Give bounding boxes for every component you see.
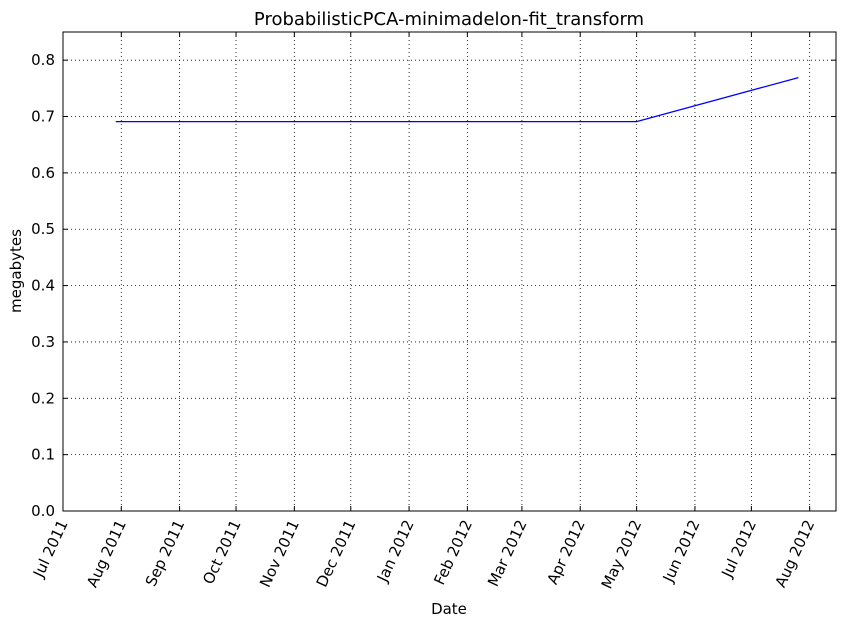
y-axis: 0.0 0.1 0.2 0.3 0.4 0.5 0.6 0.7 0.8 xyxy=(31,51,836,520)
y-tick-label: 0.1 xyxy=(31,446,55,464)
series-line xyxy=(115,76,799,123)
y-axis-label: megabytes xyxy=(7,229,25,313)
y-tick-label: 0.7 xyxy=(31,108,55,126)
y-tick-label: 0.0 xyxy=(31,502,55,520)
y-tick-label: 0.8 xyxy=(31,51,55,69)
chart-title: ProbabilisticPCA-minimadelon-fit_transfo… xyxy=(254,9,644,30)
grid-lines xyxy=(62,32,836,512)
y-tick-label: 0.6 xyxy=(31,164,55,182)
plot-frame xyxy=(62,31,837,512)
x-axis-label: Date xyxy=(431,600,467,618)
series-layer xyxy=(115,76,799,123)
y-tick-label: 0.2 xyxy=(31,389,55,407)
y-tick-label: 0.4 xyxy=(31,277,55,295)
y-tick-label: 0.5 xyxy=(31,220,55,238)
y-tick-label: 0.3 xyxy=(31,333,55,351)
